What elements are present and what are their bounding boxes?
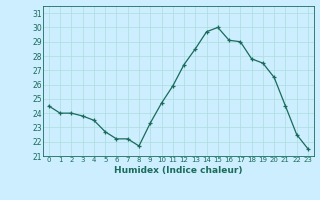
X-axis label: Humidex (Indice chaleur): Humidex (Indice chaleur) [114, 166, 243, 175]
